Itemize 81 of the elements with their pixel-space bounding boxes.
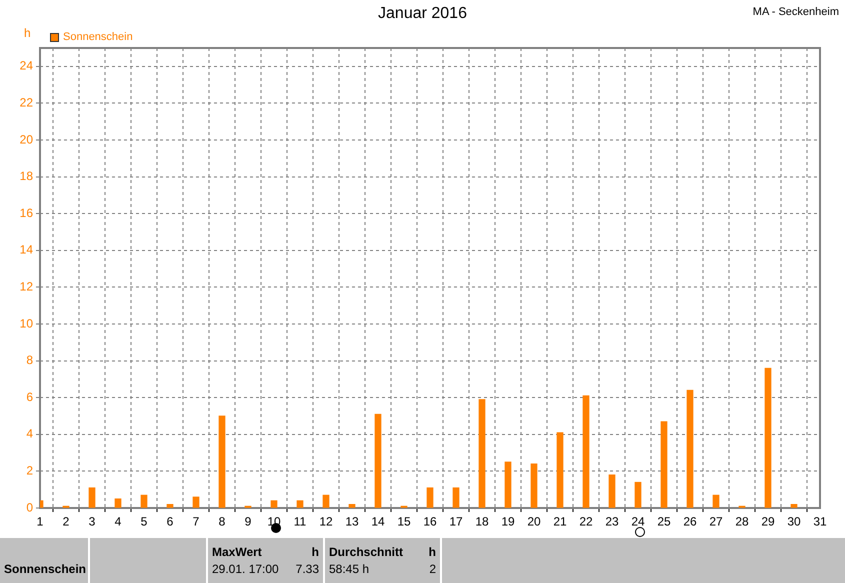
text: Durchschnitt [329,545,404,559]
bar [478,399,486,508]
x-tick-label: 12 [319,514,333,529]
x-tick-label: 23 [605,514,619,529]
x-tick-label: 18 [475,514,489,529]
x-tick-label: 26 [683,514,697,529]
x-tick-label: 7 [192,514,200,529]
x-tick-label: 14 [371,514,385,529]
x-tick-label: 13 [345,514,359,529]
y-tick-label: 22 [20,96,34,110]
x-tick-label: 31 [813,514,827,529]
y-tick-label: 4 [26,426,34,441]
bar [530,464,538,508]
bar [296,500,304,508]
bar [712,494,720,508]
chart-title: Januar 2016 [378,5,467,22]
bar [764,368,772,508]
bar [322,494,330,508]
legend-label: Sonnenschein [63,31,133,43]
x-tick-label: 9 [244,514,252,529]
bar [452,487,460,508]
y-tick-label: 18 [20,169,34,184]
bar [426,487,434,508]
text: 58:45 h [329,562,370,576]
y-tick-label: 24 [20,58,34,73]
y-axis-title: h [24,26,31,40]
x-tick-label: 11 [294,514,307,529]
y-tick-label: 2 [26,464,34,478]
bar [504,462,512,508]
bar [114,498,122,508]
x-tick-label: 4 [114,514,122,529]
x-tick-label: 17 [449,514,463,529]
text: h [312,545,319,559]
bar [660,421,668,508]
x-tick-label: 25 [657,514,671,529]
x-tick-label: 3 [88,514,96,529]
bar [582,395,590,508]
y-tick-label: 12 [20,280,34,294]
text: h [428,545,436,559]
bar [686,390,694,508]
bar [348,504,356,508]
y-tick-label: 16 [20,206,34,220]
bar [140,494,148,508]
y-tick-label: 6 [26,390,34,404]
bar [608,474,616,508]
text: 29.01. 17:00 [212,562,279,576]
bar [634,482,642,508]
y-tick-label: 8 [26,353,34,368]
text: MaxWert [212,545,262,559]
x-tick-label: 27 [709,514,723,529]
y-tick-label: 0 [26,500,34,514]
x-tick-label: 22 [579,514,593,529]
y-tick-label: 10 [20,316,34,330]
x-tick-label: 1 [36,514,44,529]
bar [166,504,174,508]
x-tick-label: 28 [735,514,749,529]
x-tick-label: 5 [140,514,148,529]
x-tick-label: 6 [166,514,174,529]
x-tick-label: 2 [62,514,70,529]
text: Sonnenschein [4,562,86,576]
x-tick-label: 20 [527,514,541,529]
text: 7.33 [296,562,319,576]
x-tick-label: 8 [218,514,226,529]
x-tick-label: 24 [631,514,645,529]
y-tick-label: 14 [20,242,34,257]
chart-subtitle: MA - Seckenheim [752,6,839,18]
bar [192,496,200,508]
x-tick-label: 19 [501,514,515,529]
bar [270,500,278,508]
x-tick-label: 15 [397,514,411,529]
bar [790,504,798,508]
bar [218,416,226,508]
x-tick-label: 30 [787,514,801,529]
y-tick-label: 20 [20,132,34,146]
x-tick-label: 21 [553,514,567,529]
x-tick-label: 16 [423,514,437,529]
bar [556,432,564,508]
text: 2 [429,562,436,576]
bar [374,414,382,508]
bar [88,487,96,508]
x-tick-label: 29 [761,514,775,529]
